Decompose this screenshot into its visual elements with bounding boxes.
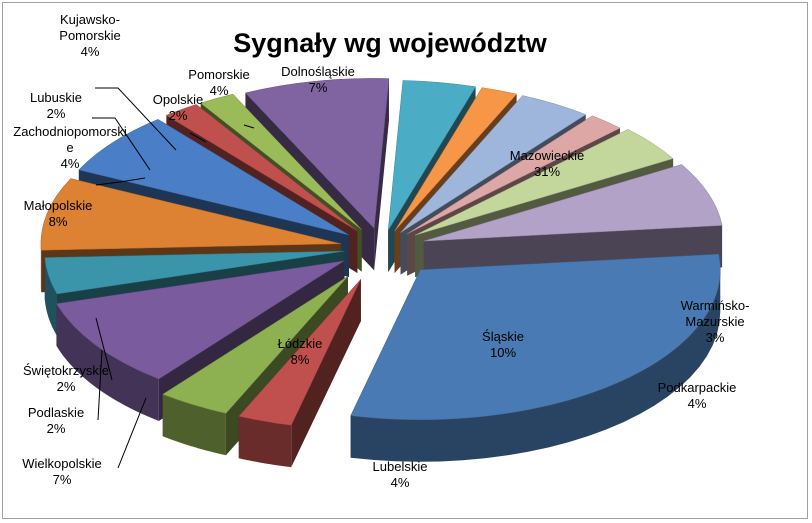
- slice-dolno-l-skie: [423, 164, 723, 242]
- label-line: Warmińsko-: [681, 298, 750, 313]
- label-line: Małopolskie: [24, 198, 93, 213]
- label--l-skie: Śląskie 10%: [482, 329, 524, 360]
- label-line: Opolskie: [153, 92, 204, 107]
- slice--dzkie: [40, 178, 341, 251]
- slice-opolskie: [407, 115, 621, 235]
- label-line: Świętokrzyskie: [23, 363, 109, 378]
- label-line: 8%: [49, 214, 68, 229]
- label-line: 2%: [47, 421, 66, 436]
- label-line: 4%: [210, 83, 229, 98]
- slice-wielkopolskie: [78, 119, 350, 236]
- label-line: Śląskie: [482, 329, 524, 344]
- slice-podkarpackie: [162, 276, 349, 414]
- slice-warmi-sko-mazurskie: [238, 279, 362, 426]
- leader-line-podlaskie: [97, 349, 103, 421]
- label-pomorskie: Pomorskie 4%: [188, 67, 249, 98]
- label-zachodniopomorskie: Zachodniopomorski e 4%: [13, 124, 127, 171]
- slice-labels: Mazowieckie 31% Warmińsko-Mazurskie 3% Podka…: [13, 12, 749, 490]
- label-podkarpackie: Podkarpackie 4%: [658, 380, 737, 411]
- leader-line-zachodniopomorskie: [95, 177, 146, 186]
- slice-lubuskie: [394, 87, 518, 232]
- slice--wi-tokrzyskie: [200, 93, 362, 230]
- slice-wall-ma-opolskie-1: [374, 78, 389, 271]
- label-line: 31%: [534, 164, 560, 179]
- leader-line-pomorskie: [243, 124, 255, 129]
- label-line: Łódzkie: [278, 336, 323, 351]
- label-line: Wielkopolskie: [22, 456, 101, 471]
- label-line: 7%: [53, 472, 72, 487]
- leader-line-lubuskie: [92, 117, 151, 171]
- label-dolno-l-skie: Dolnośląskie 7%: [281, 64, 355, 95]
- label-line: Podkarpackie: [658, 380, 737, 395]
- label--dzkie: Łódzkie 8%: [278, 336, 323, 367]
- leader-line-opolskie: [189, 132, 207, 143]
- leader-line-kujawsko-pomorskie: [95, 87, 177, 151]
- label-line: 8%: [291, 352, 310, 367]
- label-line: 2%: [47, 106, 66, 121]
- label-wielkopolskie: Wielkopolskie 7%: [22, 456, 101, 487]
- slice-side-mazowieckie-0: [350, 269, 721, 462]
- leader-line--wi-tokrzyskie: [95, 317, 113, 381]
- label-opolskie: Opolskie 2%: [153, 92, 204, 123]
- pie-slices: [40, 78, 723, 426]
- label-line: Lubelskie: [373, 459, 428, 474]
- label-warmi-sko-mazurskie: Warmińsko-Mazurskie 3%: [681, 298, 750, 345]
- slice-pomorskie: [415, 129, 674, 236]
- slice--l-skie: [56, 260, 345, 380]
- label-line: Kujawsko-: [60, 12, 120, 27]
- chart-title: Sygnały wg województw: [233, 28, 548, 58]
- slice-ma-opolskie: [244, 78, 390, 229]
- label-line: 2%: [57, 379, 76, 394]
- label-line: Mazurskie: [685, 314, 744, 329]
- label-line: Podlaskie: [28, 405, 84, 420]
- label-line: 10%: [490, 345, 516, 360]
- label-line: 3%: [706, 330, 725, 345]
- slice-kujawsko-pomorskie: [400, 95, 587, 233]
- slice-lubelskie: [44, 250, 345, 295]
- label-line: 4%: [61, 156, 80, 171]
- leader-lines: [92, 87, 255, 469]
- label-line: 4%: [688, 396, 707, 411]
- label-line: Pomorskie: [59, 28, 120, 43]
- label-line: Mazowieckie: [510, 148, 584, 163]
- label-lubelskie: Lubelskie 4%: [373, 459, 428, 490]
- slice-side-warmi-sko-mazurskie-0: [238, 416, 292, 468]
- slice-mazowieckie: [350, 253, 721, 421]
- label-line: Pomorskie: [188, 67, 249, 82]
- label-line: e: [66, 140, 73, 155]
- slice-zachodniopomorskie: [387, 80, 477, 231]
- label-line: 2%: [169, 108, 188, 123]
- slice-side-lubelskie-0: [44, 257, 58, 336]
- label-line: Dolnośląskie: [281, 64, 355, 79]
- label-line: 4%: [81, 44, 100, 59]
- label-line: Zachodniopomorski: [13, 124, 127, 139]
- label-line: 7%: [309, 80, 328, 95]
- slice-podlaskie: [165, 104, 358, 232]
- label--wi-tokrzyskie: Świętokrzyskie 2%: [23, 363, 109, 394]
- label-line: Lubuskie: [30, 90, 82, 105]
- label-lubuskie: Lubuskie 2%: [30, 90, 82, 121]
- label-mazowieckie: Mazowieckie 31%: [510, 148, 584, 179]
- label-podlaskie: Podlaskie 2%: [28, 405, 84, 436]
- label-ma-opolskie: Małopolskie 8%: [24, 198, 93, 229]
- label-line: 4%: [391, 475, 410, 490]
- label-kujawsko-pomorskie: Kujawsko-Pomorskie 4%: [59, 12, 120, 59]
- leader-line-wielkopolskie: [117, 397, 147, 469]
